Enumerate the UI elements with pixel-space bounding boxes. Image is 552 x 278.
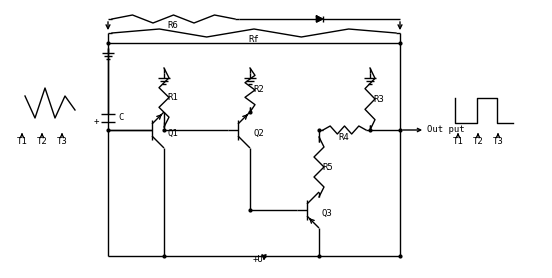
Text: R3: R3 — [373, 95, 384, 103]
Text: Q3: Q3 — [322, 208, 333, 217]
Text: T1: T1 — [453, 136, 463, 145]
Text: Q1: Q1 — [167, 128, 178, 138]
Text: C: C — [118, 113, 124, 123]
Text: R6: R6 — [168, 21, 178, 31]
Text: R2: R2 — [253, 86, 264, 95]
Text: R1: R1 — [167, 93, 178, 103]
Text: R4: R4 — [338, 133, 349, 143]
Text: Out put: Out put — [427, 125, 465, 135]
Text: T1: T1 — [17, 136, 28, 145]
Text: R5: R5 — [322, 163, 333, 172]
Text: T3: T3 — [57, 136, 67, 145]
Text: T3: T3 — [492, 136, 503, 145]
Text: Q2: Q2 — [253, 128, 264, 138]
Text: T2: T2 — [473, 136, 484, 145]
Polygon shape — [316, 16, 322, 22]
Text: +U: +U — [253, 255, 263, 264]
Text: T2: T2 — [36, 136, 47, 145]
Text: Rf: Rf — [248, 36, 259, 44]
Text: +: + — [93, 116, 99, 125]
